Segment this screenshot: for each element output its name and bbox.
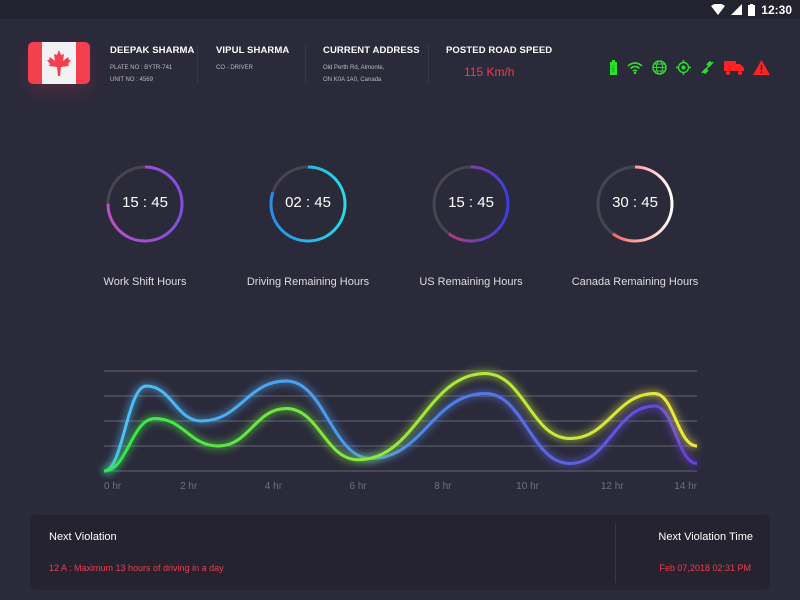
gauge-time: 02 : 45 [285, 194, 331, 211]
address-info: CURRENT ADDRESS Old Perth Rd, Almonte, O… [323, 45, 420, 83]
gauge-ring [596, 165, 674, 243]
unit-no: UNIT NO : 4569 [110, 77, 153, 83]
gauge-progress [432, 165, 510, 243]
violation-time-title: Next Violation Time [658, 531, 753, 543]
violation-title: Next Violation [49, 531, 117, 543]
header: DEEPAK SHARMA PLATE NO : BYTR-741 UNIT N… [0, 42, 800, 92]
gauge-label: Driving Remaining Hours [246, 276, 370, 288]
hours-chart: 0 hr 2 hr 4 hr 6 hr 8 hr 10 hr 12 hr 14 hr [0, 360, 800, 505]
driver-name: DEEPAK SHARMA [110, 45, 195, 56]
gauge-progress [269, 165, 347, 243]
codriver-role: CO - DRIVER [216, 65, 254, 71]
x-tick-label: 12 hr [601, 481, 624, 492]
gauge-ring [432, 165, 510, 243]
wifi-icon[interactable] [627, 61, 643, 74]
x-tick-label: 6 hr [350, 481, 368, 492]
gauge-1: 15 : 45 Work Shift Hours [65, 164, 225, 288]
maple-leaf-icon [47, 50, 71, 76]
divider [428, 45, 429, 83]
address-title: CURRENT ADDRESS [323, 45, 420, 56]
x-tick-label: 2 hr [180, 481, 198, 492]
x-tick-label: 4 hr [265, 481, 283, 492]
gauge-2: 02 : 45 Driving Remaining Hours [228, 164, 388, 288]
status-icons [609, 60, 770, 75]
series-a-glow [103, 377, 698, 474]
globe-icon[interactable] [652, 60, 667, 75]
divider [197, 45, 198, 83]
series-b-line [103, 371, 698, 473]
violation-text: 12 A : Maximum 13 hours of driving in a … [49, 563, 224, 573]
next-violation-panel: Next Violation 12 A : Maximum 13 hours o… [30, 515, 770, 590]
divider [615, 523, 616, 583]
gauge-label: US Remaining Hours [419, 276, 523, 288]
codriver-name: VIPUL SHARMA [216, 45, 290, 56]
warning-icon[interactable] [753, 60, 770, 75]
gauge-label: Canada Remaining Hours [571, 276, 699, 288]
plate-no: PLATE NO : BYTR-741 [110, 65, 173, 71]
canada-flag [28, 42, 90, 84]
gauge-time: 30 : 45 [612, 194, 658, 211]
truck-icon[interactable] [724, 60, 744, 75]
connection-icon[interactable] [700, 60, 715, 75]
gauge-ring [106, 165, 184, 243]
violation-time: Feb 07,2018 02:31 PM [659, 563, 751, 573]
battery-icon[interactable] [609, 60, 618, 75]
clock: 12:30 [761, 2, 792, 17]
gauge-time: 15 : 45 [448, 194, 494, 211]
wifi-icon [711, 4, 726, 15]
gauge-4: 30 : 45 Canada Remaining Hours [555, 164, 715, 288]
gauge-time: 15 : 45 [122, 194, 168, 211]
gauge-progress [596, 165, 674, 243]
gauge-ring [269, 165, 347, 243]
gauge-progress [106, 165, 184, 243]
speed-value: 115 Km/h [464, 65, 515, 79]
x-tick-label: 10 hr [516, 481, 539, 492]
divider [305, 45, 306, 83]
gauge-label: Work Shift Hours [103, 276, 187, 288]
series-a-line [103, 379, 698, 473]
driver-info: DEEPAK SHARMA PLATE NO : BYTR-741 UNIT N… [110, 45, 195, 83]
x-tick-label: 0 hr [104, 481, 122, 492]
status-bar: 12:30 [0, 0, 800, 19]
signal-icon [731, 4, 743, 15]
codriver-info: VIPUL SHARMA CO - DRIVER [216, 45, 289, 71]
gauge-3: 15 : 45 US Remaining Hours [391, 164, 551, 288]
x-tick-label: 8 hr [434, 481, 452, 492]
speed-info: POSTED ROAD SPEED 115 Km/h [446, 45, 552, 79]
x-tick-label: 14 hr [674, 481, 697, 492]
address-line1: Old Perth Rd, Almonte, [323, 65, 385, 71]
battery-icon [748, 3, 756, 16]
address-line2: ON K0A 1A0, Canada [323, 77, 382, 83]
speed-title: POSTED ROAD SPEED [446, 45, 553, 56]
gps-target-icon[interactable] [676, 60, 691, 75]
